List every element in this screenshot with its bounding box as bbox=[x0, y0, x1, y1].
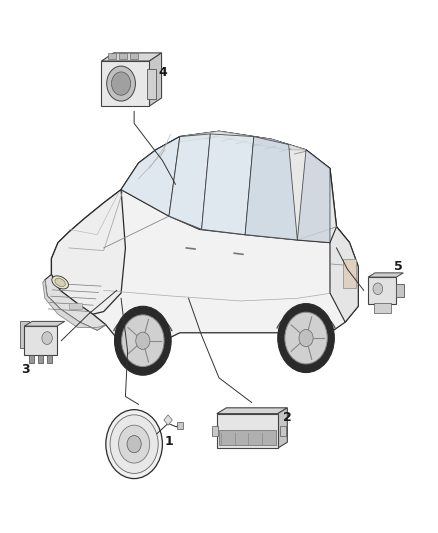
Polygon shape bbox=[43, 280, 106, 330]
Polygon shape bbox=[24, 326, 57, 356]
Polygon shape bbox=[368, 277, 396, 304]
Polygon shape bbox=[20, 321, 28, 348]
Polygon shape bbox=[245, 136, 297, 240]
Polygon shape bbox=[217, 414, 278, 448]
Circle shape bbox=[42, 332, 52, 344]
Polygon shape bbox=[149, 53, 162, 106]
Polygon shape bbox=[278, 408, 287, 448]
Circle shape bbox=[285, 312, 327, 364]
Circle shape bbox=[112, 72, 131, 95]
Bar bbox=[38, 355, 43, 363]
Text: 1: 1 bbox=[165, 435, 173, 448]
Text: 2: 2 bbox=[283, 411, 292, 424]
Polygon shape bbox=[121, 136, 180, 216]
Circle shape bbox=[373, 283, 383, 295]
Polygon shape bbox=[330, 227, 358, 322]
Circle shape bbox=[106, 410, 162, 479]
Polygon shape bbox=[51, 190, 125, 314]
Circle shape bbox=[127, 435, 141, 453]
Bar bbox=[343, 259, 356, 288]
Polygon shape bbox=[147, 69, 156, 99]
Polygon shape bbox=[121, 131, 350, 243]
Text: 4: 4 bbox=[158, 67, 167, 79]
Ellipse shape bbox=[52, 276, 68, 289]
Circle shape bbox=[115, 306, 171, 375]
Circle shape bbox=[110, 415, 158, 473]
Circle shape bbox=[122, 315, 164, 367]
Polygon shape bbox=[201, 134, 254, 235]
Bar bbox=[47, 355, 52, 363]
Polygon shape bbox=[24, 321, 65, 326]
Bar bbox=[108, 53, 116, 60]
Polygon shape bbox=[45, 274, 106, 330]
Bar bbox=[29, 355, 35, 363]
Ellipse shape bbox=[55, 278, 65, 287]
Polygon shape bbox=[396, 284, 404, 297]
Polygon shape bbox=[217, 408, 287, 414]
Bar bbox=[69, 303, 82, 309]
Circle shape bbox=[119, 425, 150, 463]
Polygon shape bbox=[169, 134, 210, 229]
Circle shape bbox=[278, 304, 334, 373]
Bar bbox=[130, 53, 138, 60]
Circle shape bbox=[107, 66, 135, 101]
Polygon shape bbox=[180, 131, 306, 150]
Polygon shape bbox=[51, 131, 358, 343]
Bar bbox=[374, 303, 391, 313]
Polygon shape bbox=[164, 415, 172, 425]
Bar bbox=[280, 425, 286, 436]
Bar bbox=[219, 430, 276, 446]
Circle shape bbox=[136, 332, 150, 349]
Bar bbox=[177, 423, 183, 429]
Bar bbox=[119, 53, 127, 60]
Polygon shape bbox=[102, 61, 149, 106]
Text: 3: 3 bbox=[21, 364, 30, 376]
Circle shape bbox=[299, 329, 313, 346]
Bar bbox=[212, 425, 218, 436]
Text: 5: 5 bbox=[394, 260, 403, 273]
Polygon shape bbox=[368, 273, 403, 277]
Polygon shape bbox=[102, 53, 162, 61]
Polygon shape bbox=[297, 150, 330, 243]
